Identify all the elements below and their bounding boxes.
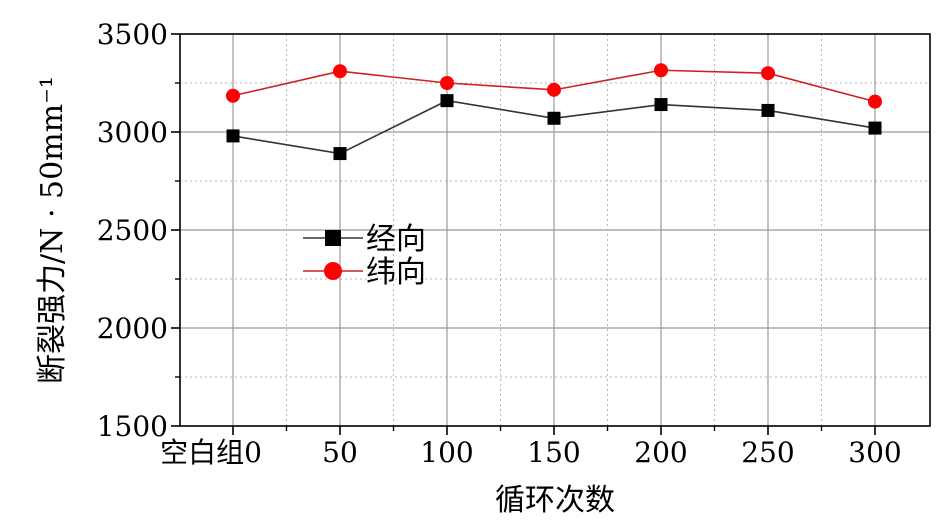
data-point [654,98,668,112]
data-point [440,76,454,90]
y-tick-label: 2500 [97,214,168,247]
data-point [547,82,561,97]
x-tick-label: 50 [322,436,358,469]
series [226,63,882,161]
legend-marker [325,230,341,246]
data-point [868,94,882,109]
y-tick-label: 2000 [97,312,168,345]
x-tick-label: 空白组0 [160,436,262,469]
data-point [547,111,561,125]
y-tick-label: 3000 [97,116,168,149]
data-point [440,94,454,108]
x-tick-label: 200 [634,436,687,469]
data-point [654,63,668,78]
series-2 [226,63,882,109]
data-point [333,64,347,79]
legend-label: 纬向 [366,255,426,290]
y-tick-label: 1500 [97,410,168,443]
data-point [333,147,347,161]
data-point [226,129,240,143]
x-tick-label: 250 [741,436,794,469]
x-tick-label: 300 [848,436,901,469]
y-tick-label: 3500 [97,18,168,51]
axes: 1500 2000 2500 3000 3500 空白组0 50 100 150 200 250 30… [97,18,902,469]
series-1 [226,94,882,161]
legend-marker [324,262,342,280]
data-point [761,103,775,117]
data-point [761,66,775,81]
x-tick-label: 100 [420,436,473,469]
data-point [226,88,240,103]
y-axis-title: 断裂强力/N · 50mm⁻¹ [35,76,70,384]
legend-label: 经向 [366,222,426,257]
x-tick-label: 150 [527,436,580,469]
data-point [868,121,882,135]
x-axis-title: 循环次数 [495,483,615,518]
